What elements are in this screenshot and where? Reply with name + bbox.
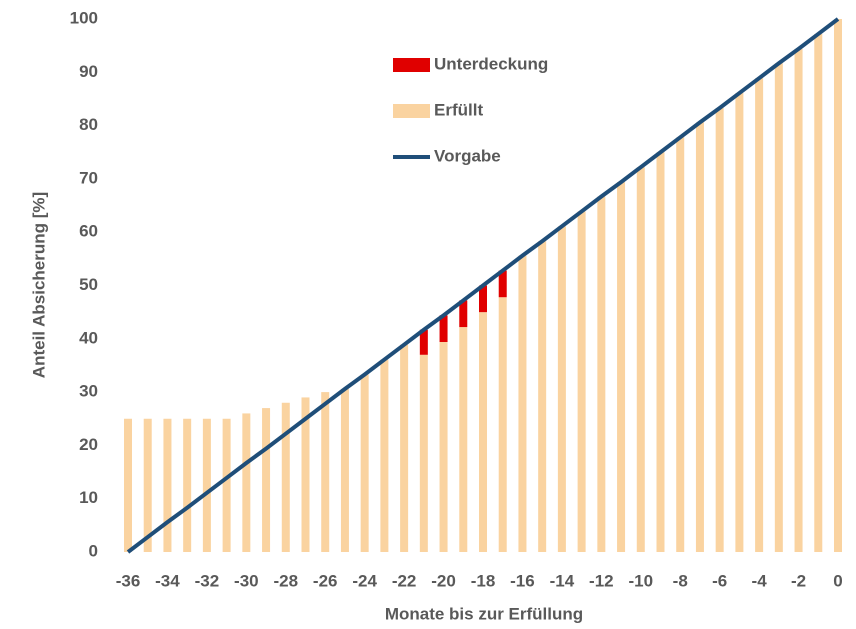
x-tick-label: -12 <box>589 571 614 590</box>
bar <box>400 344 409 552</box>
bar <box>498 270 507 298</box>
bar <box>222 418 231 552</box>
x-tick-label: -26 <box>313 571 338 590</box>
bar <box>774 63 783 552</box>
y-tick-label: 80 <box>79 115 98 134</box>
bar <box>124 418 132 552</box>
bar <box>163 418 172 552</box>
bar <box>183 418 192 552</box>
bar <box>202 418 211 552</box>
bar <box>617 182 626 552</box>
bar <box>518 255 527 553</box>
bar <box>498 297 507 552</box>
x-tick-label: -24 <box>352 571 377 590</box>
x-tick-label: -2 <box>791 571 806 590</box>
bar <box>557 226 566 552</box>
bar <box>143 418 152 552</box>
bar <box>419 329 428 355</box>
bar <box>360 374 369 552</box>
legend-label: Unterdeckung <box>434 54 548 73</box>
bar <box>656 152 665 552</box>
x-tick-label: -18 <box>471 571 496 590</box>
y-tick-label: 10 <box>79 488 98 507</box>
x-tick-label: -32 <box>195 571 220 590</box>
y-tick-label: 30 <box>79 382 98 401</box>
bar <box>538 241 547 553</box>
bar <box>380 359 389 552</box>
x-tick-label: -28 <box>273 571 298 590</box>
x-tick-label: -8 <box>673 571 688 590</box>
bar <box>321 392 330 552</box>
bar <box>439 315 448 342</box>
x-tick-label: -14 <box>550 571 575 590</box>
x-tick-label: -4 <box>752 571 768 590</box>
x-tick-label: -16 <box>510 571 535 590</box>
bar <box>676 137 685 553</box>
bar <box>814 33 823 552</box>
bar <box>735 93 744 552</box>
y-tick-label: 40 <box>79 328 98 347</box>
bar <box>794 48 803 553</box>
x-tick-label: -6 <box>712 571 727 590</box>
x-tick-label: -10 <box>628 571 653 590</box>
y-tick-label: 70 <box>79 168 98 187</box>
bar <box>262 408 271 552</box>
bar <box>834 19 842 552</box>
legend-swatch <box>393 58 430 72</box>
y-tick-label: 60 <box>79 222 98 241</box>
bar <box>636 167 645 552</box>
y-tick-label: 0 <box>89 541 98 560</box>
bar <box>459 327 468 552</box>
bar <box>577 211 586 552</box>
bar <box>340 388 349 552</box>
bar <box>301 397 310 552</box>
legend-label: Erfüllt <box>434 100 483 119</box>
x-axis-label: Monate bis zur Erfüllung <box>385 604 583 623</box>
line <box>126 17 840 554</box>
bar <box>479 312 487 552</box>
bar <box>242 413 251 552</box>
bar <box>695 122 704 552</box>
y-tick-label: 100 <box>70 8 98 27</box>
bar <box>459 300 468 328</box>
bar <box>439 341 448 552</box>
x-tick-label: -30 <box>234 571 259 590</box>
y-tick-label: 90 <box>79 62 98 81</box>
bar <box>281 402 290 552</box>
bar <box>715 108 724 553</box>
y-tick-label: 50 <box>79 275 98 294</box>
bar <box>479 285 487 313</box>
bar <box>419 354 428 552</box>
y-tick-label: 20 <box>79 435 98 454</box>
legend-swatch <box>393 104 430 118</box>
x-tick-label: -34 <box>155 571 180 590</box>
bar <box>755 78 764 553</box>
x-tick-label: 0 <box>833 571 842 590</box>
bar <box>597 196 606 552</box>
x-tick-label: -22 <box>392 571 417 590</box>
y-axis-label: Anteil Absicherung [%] <box>29 192 48 378</box>
x-tick-label: -36 <box>116 571 141 590</box>
x-tick-label: -20 <box>431 571 456 590</box>
legend-label: Vorgabe <box>434 146 501 165</box>
